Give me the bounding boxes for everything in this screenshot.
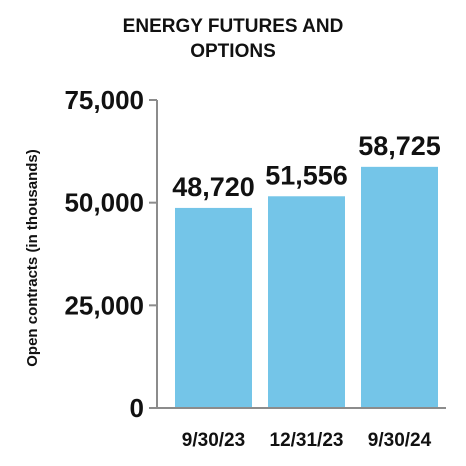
bars: [175, 166, 438, 408]
bar: [175, 207, 252, 408]
bar: [361, 166, 438, 408]
bar-value-label: 58,725: [358, 131, 441, 161]
x-axis-labels: 9/30/23 12/31/23 9/30/24: [182, 430, 432, 451]
chart-title: ENERGY FUTURES AND OPTIONS: [122, 16, 344, 62]
y-tick-label: 25,000: [64, 290, 144, 320]
x-tick-label: 9/30/24: [368, 430, 432, 451]
y-axis-ticks: 0 25,000 50,000 75,000: [64, 85, 157, 423]
bar-value-label: 51,556: [265, 160, 348, 190]
y-axis-title: Open contracts (in thousands): [24, 149, 41, 367]
x-tick-label: 9/30/23: [182, 430, 245, 451]
bar-value-label: 48,720: [172, 172, 255, 202]
x-tick-label: 12/31/23: [270, 430, 344, 451]
value-labels: 48,720 51,556 58,725: [172, 131, 441, 202]
y-tick-label: 75,000: [64, 85, 144, 115]
y-tick-label: 50,000: [64, 188, 144, 218]
y-tick-label: 0: [130, 393, 144, 423]
bar: [268, 196, 345, 408]
